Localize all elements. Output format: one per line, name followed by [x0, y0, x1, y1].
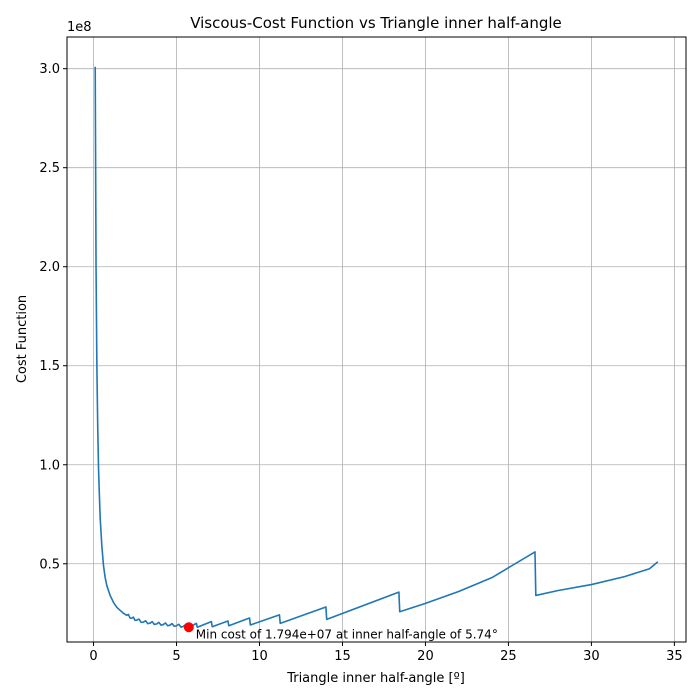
x-tick-label: 5 [172, 649, 180, 664]
y-offset-label: 1e8 [67, 20, 92, 35]
x-tick-label: 30 [583, 649, 600, 664]
y-tick-label: 1.0 [39, 458, 60, 473]
plot-area-border [66, 36, 687, 643]
min-cost-annotation: Min cost of 1.794e+07 at inner half-angl… [196, 627, 498, 641]
y-tick-label: 3.0 [39, 62, 60, 77]
series-layer [94, 66, 659, 629]
x-tick-label: 20 [417, 649, 434, 664]
x-axis: 0 5 10 15 20 25 30 35 [89, 642, 683, 664]
y-axis: 0.5 1.0 1.5 2.0 2.5 3.0 [39, 62, 67, 572]
min-cost-point [183, 622, 194, 633]
x-tick-label: 15 [334, 649, 351, 664]
chart-title: Viscous-Cost Function vs Triangle inner … [190, 14, 562, 32]
series-line [94, 66, 659, 629]
y-axis-label: Cost Function [15, 295, 30, 383]
y-tick-label: 1.5 [39, 359, 60, 374]
x-tick-label: 0 [89, 649, 97, 664]
y-tick-label: 2.0 [39, 260, 60, 275]
x-tick-label: 35 [666, 649, 683, 664]
x-tick-label: 25 [500, 649, 517, 664]
grid [67, 37, 686, 642]
y-tick-label: 2.5 [39, 161, 60, 176]
y-tick-label: 0.5 [39, 557, 60, 572]
x-axis-label: Triangle inner half-angle [º] [286, 671, 465, 686]
x-tick-label: 10 [251, 649, 268, 664]
